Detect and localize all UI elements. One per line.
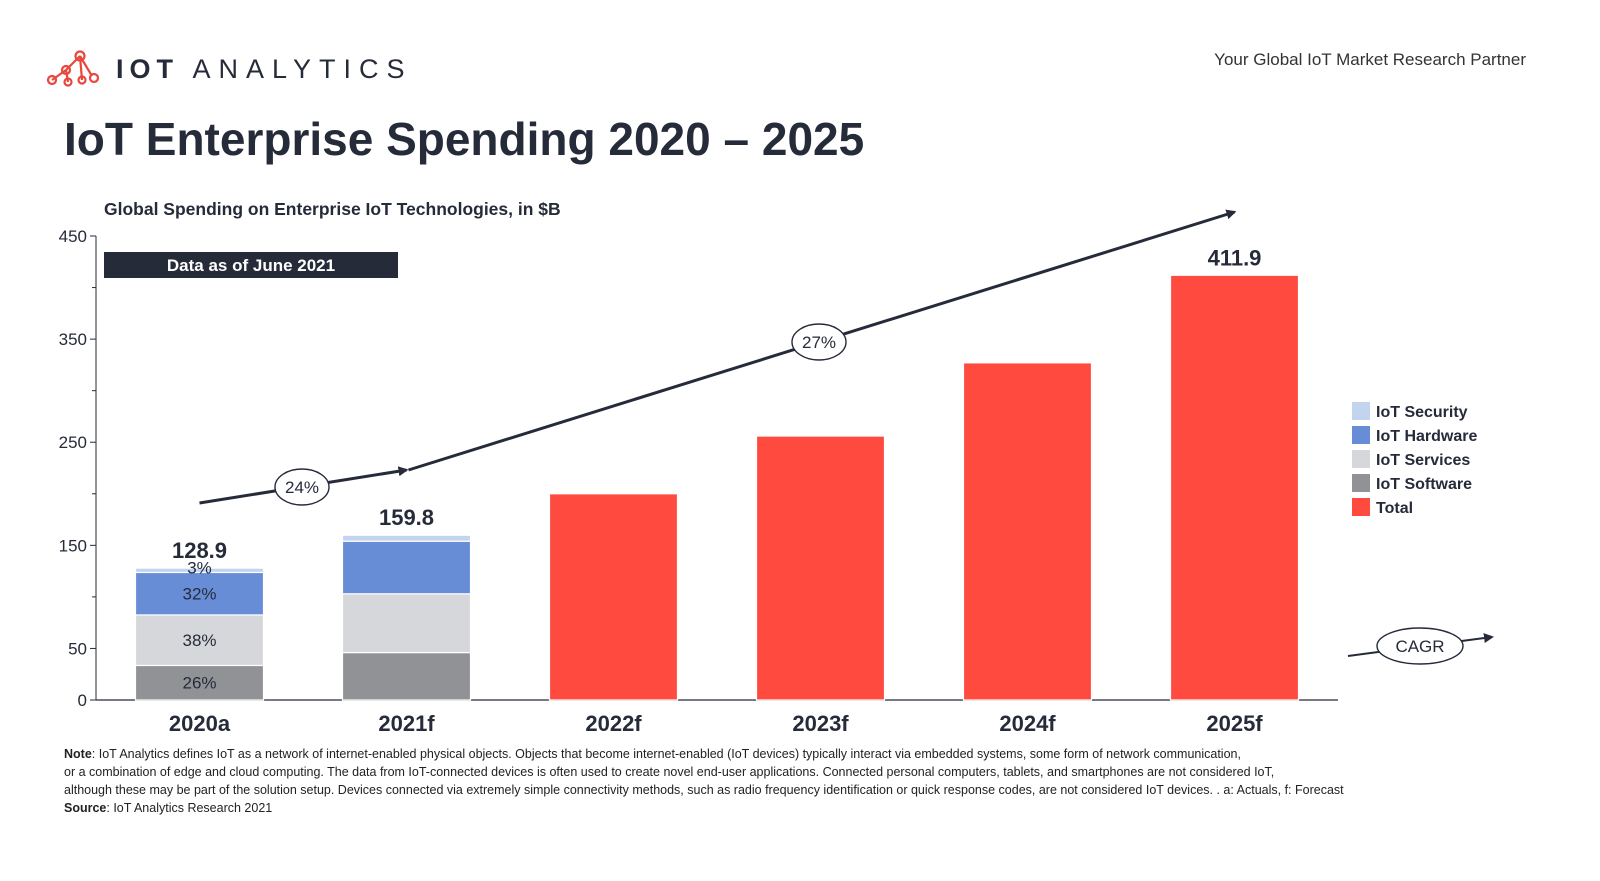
x-tick-label: 2021f <box>378 711 435 736</box>
y-tick-label: 150 <box>59 536 87 555</box>
legend-label: IoT Services <box>1376 452 1470 469</box>
x-tick-label: 2023f <box>792 711 849 736</box>
legend-label: IoT Security <box>1376 404 1468 421</box>
legend-swatch-software <box>1352 474 1370 492</box>
bar-services <box>134 614 265 667</box>
bar-total <box>1169 274 1300 701</box>
iot-analytics-logo-icon <box>46 50 100 87</box>
tagline: Your Global IoT Market Research Partner <box>1214 50 1526 69</box>
legend-swatch-hardware <box>1352 426 1370 444</box>
chart-axes: 0 50 150 250 350 450 2020a 2021f 2022f 2023f 2024f… <box>59 227 1338 736</box>
bar-total-label: 128.9 <box>172 538 227 563</box>
legend-label: IoT Software <box>1376 476 1472 493</box>
bar-total <box>548 493 679 701</box>
x-tick-label: 2020a <box>169 711 231 736</box>
chart-labels: 128.9 159.8 411.9 26% 38% 32% 3% <box>172 245 1261 692</box>
cagr-label: 24% <box>285 478 319 497</box>
legend-swatch-security <box>1352 402 1370 420</box>
x-tick-label: 2022f <box>585 711 642 736</box>
cagr-key-label: CAGR <box>1395 637 1444 656</box>
brand-name-light: ANALYTICS <box>192 54 413 84</box>
chart-bars <box>134 274 1300 701</box>
y-tick-label: 50 <box>68 639 87 658</box>
x-tick-label: 2025f <box>1206 711 1263 736</box>
source-line: Source: IoT Analytics Research 2021 <box>64 801 273 815</box>
bar-hardware <box>341 540 472 595</box>
cagr-key-bubble <box>1376 627 1464 665</box>
note-line-1: Note: IoT Analytics defines IoT as a net… <box>64 747 1241 761</box>
data-date-badge <box>104 252 398 278</box>
note-label: Note <box>64 747 92 761</box>
chart-legend: IoT Security IoT Hardware IoT Services IoT … <box>1352 402 1477 517</box>
bar-total <box>755 435 886 701</box>
segment-share-label: 38% <box>182 631 216 650</box>
bar-total-label: 159.8 <box>379 505 434 530</box>
bar-security <box>341 534 472 542</box>
cagr-arrows: 24% 27% CAGR <box>199 209 1494 665</box>
bar-hardware <box>134 571 265 616</box>
page-title: IoT Enterprise Spending 2020 – 2025 <box>64 113 865 165</box>
segment-share-label: 26% <box>182 674 216 693</box>
brand-name-bold: IOT <box>116 54 179 84</box>
bar-software <box>341 651 472 701</box>
brand-name: IOT ANALYTICS <box>116 54 413 85</box>
y-tick-label: 250 <box>59 433 87 452</box>
y-tick-label: 0 <box>78 691 87 710</box>
cagr-bubble <box>791 323 847 361</box>
y-tick-label: 450 <box>59 227 87 246</box>
cagr-bubble <box>274 468 330 506</box>
segment-share-label: 3% <box>187 558 212 577</box>
y-tick-label: 350 <box>59 330 87 349</box>
data-date-badge-text: Data as of June 2021 <box>167 256 335 275</box>
legend-swatch-services <box>1352 450 1370 468</box>
footnotes: Note: IoT Analytics defines IoT as a net… <box>64 745 1554 817</box>
bar-total-label: 411.9 <box>1208 245 1262 270</box>
bar-total <box>962 362 1093 701</box>
cagr-label: 27% <box>802 333 836 352</box>
chart-subtitle: Global Spending on Enterprise IoT Techno… <box>104 199 561 219</box>
segment-share-label: 32% <box>182 585 216 604</box>
legend-label: Total <box>1376 500 1413 517</box>
legend-swatch-total <box>1352 498 1370 516</box>
x-tick-label: 2024f <box>999 711 1056 736</box>
source-label: Source <box>64 801 107 815</box>
note-line-3: although these may be part of the soluti… <box>64 783 1344 797</box>
bar-security <box>134 567 265 574</box>
bar-services <box>341 593 472 654</box>
note-line-2: or a combination of edge and cloud compu… <box>64 765 1275 779</box>
legend-label: IoT Hardware <box>1376 428 1477 445</box>
